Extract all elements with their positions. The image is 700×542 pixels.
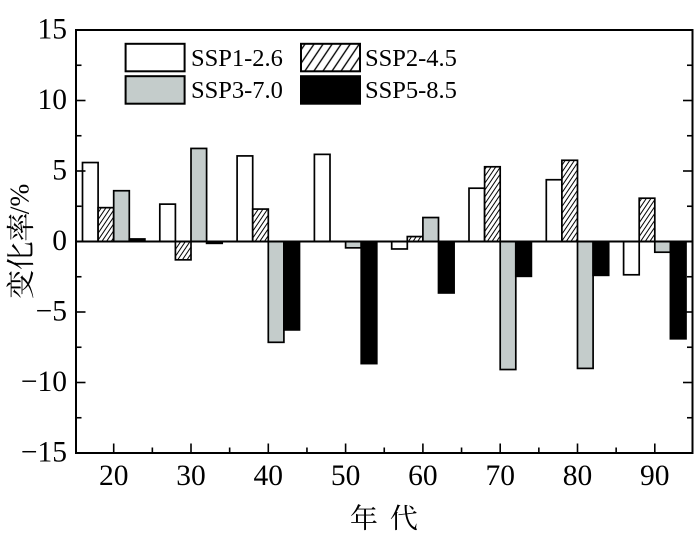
svg-text:50: 50	[331, 460, 361, 492]
svg-text:70: 70	[485, 460, 515, 492]
svg-text:SSP2-4.5: SSP2-4.5	[365, 45, 457, 72]
svg-text:SSP3-7.0: SSP3-7.0	[191, 77, 283, 104]
svg-text:SSP1-2.6: SSP1-2.6	[191, 45, 283, 72]
svg-text:−5: −5	[36, 295, 67, 327]
svg-text:20: 20	[99, 460, 129, 492]
svg-text:/%: /%	[4, 184, 35, 215]
svg-text:5: 5	[52, 154, 67, 186]
svg-text:80: 80	[563, 460, 593, 492]
svg-text:15: 15	[38, 13, 68, 45]
svg-text:30: 30	[176, 460, 206, 492]
svg-text:SSP5-8.5: SSP5-8.5	[365, 77, 457, 104]
svg-text:−10: −10	[21, 366, 67, 398]
svg-text:90: 90	[640, 460, 670, 492]
svg-text:−15: −15	[21, 436, 67, 468]
svg-text:60: 60	[408, 460, 438, 492]
svg-text:10: 10	[38, 84, 68, 116]
svg-text:40: 40	[254, 460, 284, 492]
svg-text:0: 0	[52, 225, 67, 257]
